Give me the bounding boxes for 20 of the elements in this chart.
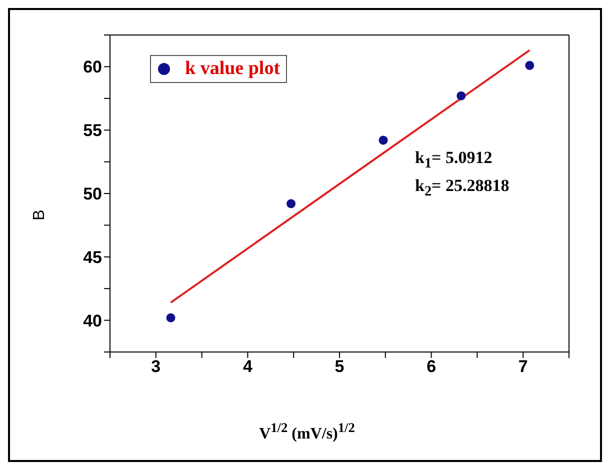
point bbox=[286, 199, 296, 208]
y-tick-label: 50 bbox=[83, 184, 102, 204]
y-tick-label: 60 bbox=[83, 58, 102, 77]
annotation: k$_{2}$= 25.28818 bbox=[415, 176, 510, 200]
point bbox=[166, 313, 176, 322]
x-tick-label: 3 bbox=[151, 357, 161, 376]
legend-label: k value plot bbox=[185, 58, 280, 80]
y-axis-title: B bbox=[31, 210, 49, 220]
x-tick-label: 4 bbox=[242, 357, 253, 376]
point bbox=[378, 136, 388, 145]
x-tick-label: 5 bbox=[334, 357, 344, 376]
y-tick-label: 45 bbox=[83, 248, 102, 267]
x-tick-label: 7 bbox=[518, 357, 528, 376]
y-tick-label: 40 bbox=[83, 311, 102, 330]
x-axis-title: V$^{1/2}$ (mV/s)$^{1/2}$ bbox=[258, 420, 356, 444]
x-tick-label: 6 bbox=[426, 357, 436, 376]
point bbox=[456, 91, 466, 100]
point bbox=[525, 60, 534, 70]
y-tick-label: 55 bbox=[83, 121, 102, 140]
annotation: k$_{1}$= 5.0912 bbox=[415, 148, 492, 172]
